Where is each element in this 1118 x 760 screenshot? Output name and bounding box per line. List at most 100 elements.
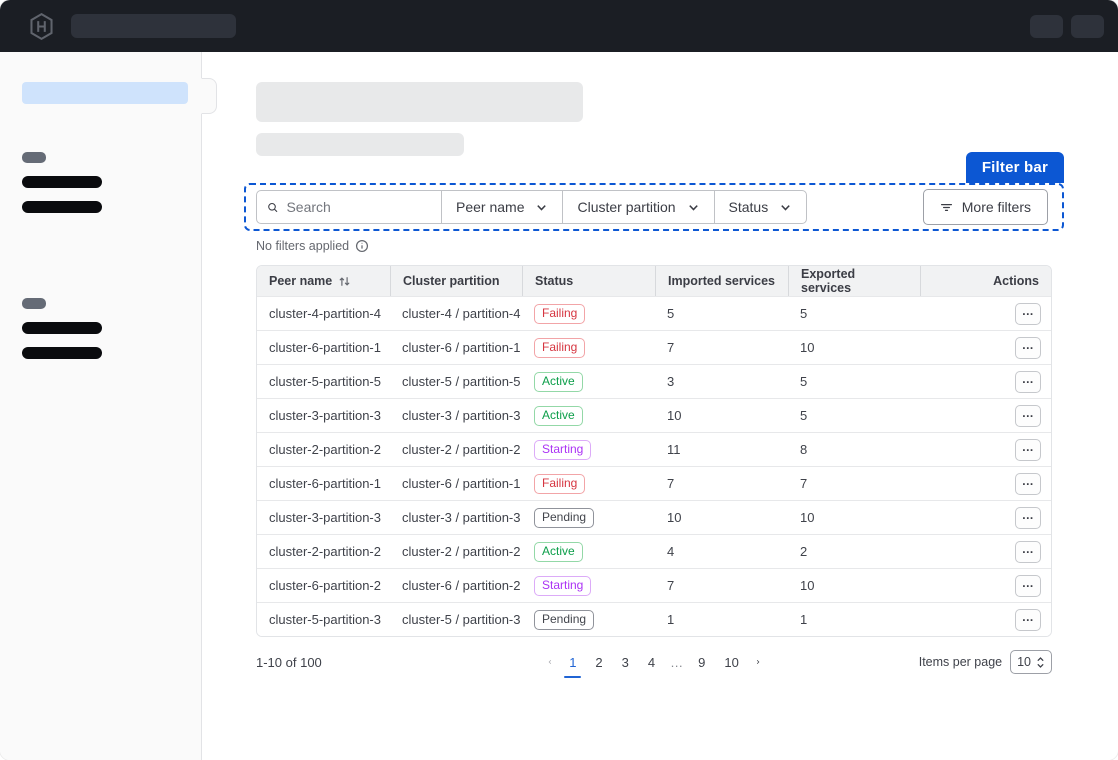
cell-exported: 10 [800,578,815,593]
sidebar-section-label-skeleton [22,152,46,163]
chevron-down-icon [688,204,698,211]
cell-imported: 5 [667,306,675,321]
table-header-row: Peer name Cluster partition Status Impor… [257,266,1051,296]
cell-cluster-partition: cluster-2 / partition-2 [402,544,521,559]
table-row[interactable]: cluster-2-partition-2 cluster-2 / partit… [257,534,1051,568]
column-header-peer-name[interactable]: Peer name [257,266,390,296]
table-row[interactable]: cluster-2-partition-2 cluster-2 / partit… [257,432,1051,466]
cell-imported: 7 [667,578,675,593]
status-badge: Starting [534,575,592,596]
table-row[interactable]: cluster-4-partition-4 cluster-4 / partit… [257,296,1051,330]
row-actions-button[interactable]: ... [1015,370,1041,393]
column-header-exported-services[interactable]: Exported services [788,266,920,296]
status-filter-dropdown[interactable]: Status [713,190,808,224]
cell-peer-name: cluster-5-partition-3 [269,612,381,627]
page-button[interactable]: 9 [698,654,706,670]
top-navbar [0,0,1118,52]
row-actions-button[interactable]: ... [1015,608,1041,631]
next-page-icon[interactable] [751,655,765,669]
column-header-label: Peer name [269,274,333,288]
cell-cluster-partition: cluster-6 / partition-2 [402,578,521,593]
search-input-wrapper[interactable] [256,190,442,224]
cell-exported: 10 [800,510,815,525]
sort-icon[interactable] [338,275,351,288]
filter-controls: Peer name Cluster partition Status [256,190,808,224]
table-row[interactable]: cluster-3-partition-3 cluster-3 / partit… [257,500,1051,534]
table-row[interactable]: cluster-5-partition-5 cluster-5 / partit… [257,364,1051,398]
search-input[interactable] [286,199,431,215]
status-badge: Failing [534,303,586,324]
more-filters-button[interactable]: More filters [922,189,1048,225]
status-badge: Failing [534,337,586,358]
row-actions-button[interactable]: ... [1015,540,1041,563]
page-button[interactable]: 1 [562,652,583,678]
navbar-title-skeleton [71,14,236,38]
column-header-status[interactable]: Status [522,266,655,296]
info-icon[interactable] [355,239,369,253]
annotation-label: Filter bar [965,152,1064,183]
cell-cluster-partition: cluster-3 / partition-3 [402,408,521,423]
row-actions-button[interactable]: ... [1015,336,1041,359]
row-actions-button[interactable]: ... [1015,302,1041,325]
table-row[interactable]: cluster-3-partition-3 cluster-3 / partit… [257,398,1051,432]
cell-peer-name: cluster-5-partition-5 [269,374,381,389]
row-actions-button[interactable]: ... [1015,472,1041,495]
column-header-label: Status [535,274,574,288]
page-button[interactable]: 4 [647,654,656,670]
page-button[interactable]: 3 [621,654,629,670]
column-header-cluster-partition[interactable]: Cluster partition [390,266,522,296]
cell-exported: 8 [800,442,808,457]
cell-cluster-partition: cluster-6 / partition-1 [402,476,521,491]
chevron-down-icon [781,204,791,211]
cell-imported: 1 [667,612,675,627]
status-badge: Active [534,371,583,392]
page-button[interactable]: 2 [595,654,603,670]
filter-lines-icon [940,203,952,211]
cluster-partition-filter-dropdown[interactable]: Cluster partition [562,190,715,224]
filters-applied-status: No filters applied [256,239,1118,253]
table-row[interactable]: cluster-6-partition-2 cluster-6 / partit… [257,568,1051,602]
sidebar-collapse-handle[interactable] [201,78,217,114]
cell-peer-name: cluster-3-partition-3 [269,510,381,525]
peer-name-filter-dropdown[interactable]: Peer name [441,190,564,224]
cell-exported: 5 [800,306,808,321]
row-actions-button[interactable]: ... [1015,506,1041,529]
table-row[interactable]: cluster-6-partition-1 cluster-6 / partit… [257,466,1051,500]
cell-exported: 7 [800,476,808,491]
page-ellipsis: … [670,654,684,670]
cell-cluster-partition: cluster-5 / partition-3 [402,612,521,627]
sidebar-section-label-skeleton [22,298,46,309]
sidebar-item-skeleton [22,176,102,188]
column-header-label: Cluster partition [403,274,500,288]
cell-cluster-partition: cluster-3 / partition-3 [402,510,521,525]
column-header-imported-services[interactable]: Imported services [655,266,788,296]
status-badge: Pending [534,609,595,630]
items-per-page: Items per page 10 [765,650,1053,674]
up-down-caret-icon [1037,656,1044,668]
items-per-page-select[interactable]: 10 [1010,650,1053,674]
dropdown-label: Cluster partition [577,199,676,215]
cell-exported: 5 [800,374,808,389]
page-button[interactable]: 10 [724,654,739,670]
cell-imported: 7 [667,340,675,355]
row-actions-button[interactable]: ... [1015,438,1041,461]
table-row[interactable]: cluster-5-partition-3 cluster-5 / partit… [257,602,1051,636]
row-actions-button[interactable]: ... [1015,574,1041,597]
table-body: cluster-4-partition-4 cluster-4 / partit… [257,296,1051,636]
previous-page-icon[interactable] [543,655,557,669]
chevron-down-icon [537,204,547,211]
pager: 1 2 3 4 … 9 10 [543,652,765,678]
table-row[interactable]: cluster-6-partition-1 cluster-6 / partit… [257,330,1051,364]
filter-bar-annotation: Filter bar Peer name [244,152,1064,231]
cell-cluster-partition: cluster-2 / partition-2 [402,442,521,457]
results-range-text: 1-10 of 100 [256,654,322,670]
filters-applied-text: No filters applied [256,239,350,253]
dropdown-label: Status [728,199,769,215]
dropdown-label: Peer name [456,199,525,215]
cell-peer-name: cluster-2-partition-2 [269,442,381,457]
row-actions-button[interactable]: ... [1015,404,1041,427]
column-header-label: Exported services [801,267,856,295]
status-badge: Failing [534,473,586,494]
cell-cluster-partition: cluster-4 / partition-4 [402,306,521,321]
